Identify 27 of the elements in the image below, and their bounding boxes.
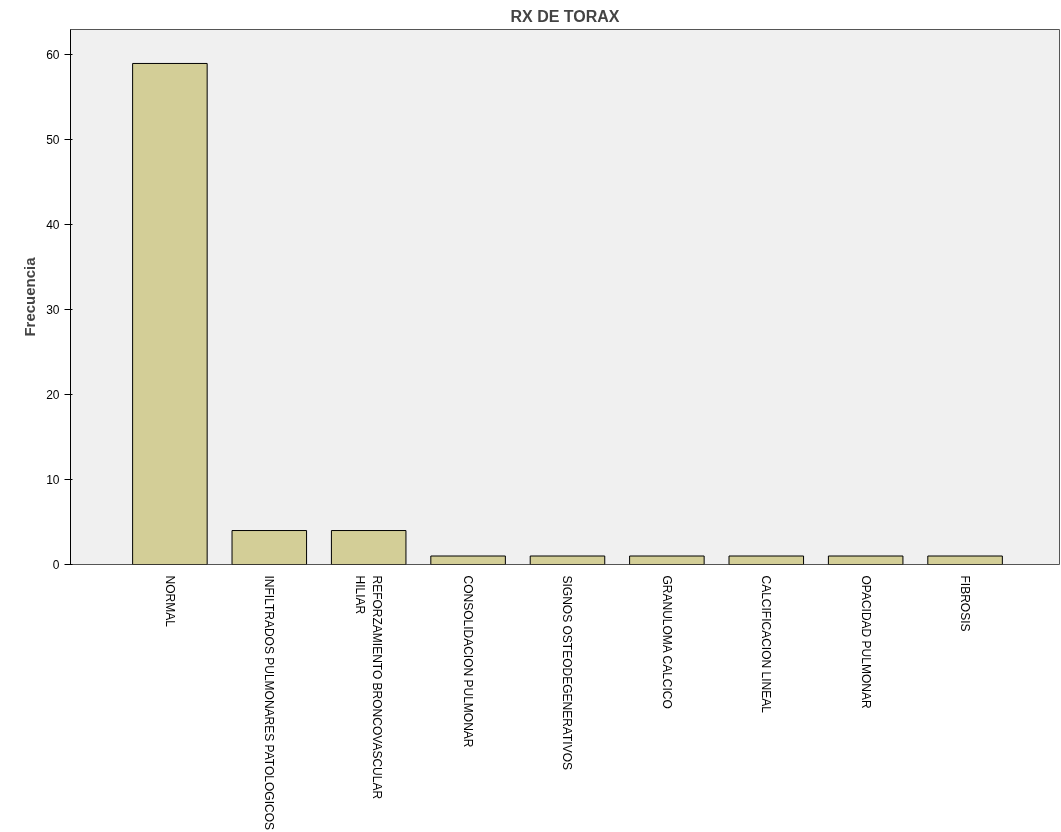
y-tick-label: 60	[46, 48, 60, 63]
bar	[330, 530, 407, 565]
bar	[231, 530, 308, 565]
y-tick-label: 30	[46, 303, 60, 318]
x-tick-label: GRANULOMA CALCICO	[659, 575, 674, 709]
bar	[927, 555, 1003, 565]
x-tick-label: CALCIFICACION LINEAL	[759, 575, 774, 714]
bar	[629, 555, 705, 565]
x-tick-label: REFORZAMIENTO BRONCOVASCULAR HILIAR	[353, 575, 385, 800]
x-tick-label: CONSOLIDACION PULMONAR	[461, 575, 476, 748]
bar	[430, 555, 506, 565]
y-axis-title: Frecuencia	[21, 256, 39, 337]
y-tick-label: 0	[52, 558, 60, 572]
x-tick-label: INFILTRADOS PULMONARES PATOLOGICOS	[262, 575, 277, 830]
x-tick-label: SIGNOS OSTEODEGENERATIVOS	[560, 575, 575, 770]
y-tick-label: 50	[46, 133, 60, 148]
x-tick-label: NORMAL	[162, 575, 177, 628]
bar	[132, 62, 208, 565]
bar	[728, 555, 805, 565]
y-tick-label: 20	[46, 388, 60, 403]
bar	[529, 555, 606, 565]
y-tick-label: 10	[46, 473, 60, 488]
y-tick-label: 40	[46, 218, 60, 233]
x-tick-label: FIBROSIS	[958, 575, 973, 632]
bar	[827, 555, 904, 565]
x-tick-label: OPACIDAD PULMONAR	[858, 575, 873, 709]
chart-title: RX DE TORAX	[510, 7, 620, 25]
